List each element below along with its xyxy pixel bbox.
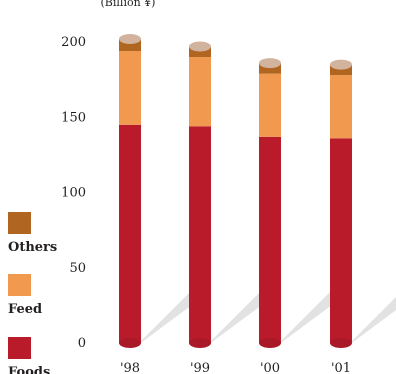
y-tick-label: 150 bbox=[61, 110, 86, 125]
x-tick-label: '98 bbox=[120, 361, 140, 374]
legend-swatch-feed bbox=[8, 274, 31, 296]
x-tick-label: '99 bbox=[190, 361, 210, 374]
y-tick-label: 100 bbox=[61, 186, 86, 201]
bar-00 bbox=[259, 58, 281, 348]
legend-swatch-foods bbox=[8, 337, 31, 359]
x-tick-label: '01 bbox=[331, 361, 351, 374]
x-axis: '98 '99 '00 '01 bbox=[120, 361, 351, 374]
legend-swatch-others bbox=[8, 212, 31, 234]
x-tick-label: '00 bbox=[260, 361, 280, 374]
y-axis-unit-label: (Billion ¥) bbox=[101, 0, 156, 9]
bar-segment-foods-99 bbox=[189, 126, 211, 343]
bar-segment-feed-98 bbox=[119, 51, 141, 125]
bar-top-cap-00 bbox=[259, 58, 281, 69]
y-axis: 0 50 100 150 200 bbox=[61, 35, 86, 351]
bar-segment-foods-01 bbox=[330, 138, 352, 343]
bar-base-01 bbox=[330, 338, 352, 348]
bar-shadow-01 bbox=[349, 297, 396, 345]
y-tick-label: 50 bbox=[69, 261, 86, 276]
bars bbox=[119, 33, 352, 348]
bar-segment-foods-98 bbox=[119, 124, 141, 344]
bar-top-cap-01 bbox=[330, 59, 352, 70]
bar-shadows bbox=[138, 286, 396, 345]
bar-base-98 bbox=[119, 338, 141, 348]
bar-segment-feed-00 bbox=[259, 73, 281, 137]
bar-segment-feed-01 bbox=[330, 75, 352, 139]
y-tick-label: 200 bbox=[61, 35, 86, 50]
bar-01 bbox=[330, 59, 352, 348]
bar-segment-feed-99 bbox=[189, 57, 211, 127]
bar-segment-others-00 bbox=[259, 63, 281, 74]
bar-shadow-98 bbox=[138, 286, 204, 345]
legend: Others Feed Foods bbox=[8, 212, 57, 374]
legend-label-others: Others bbox=[8, 240, 57, 255]
bar-base-00 bbox=[259, 338, 281, 348]
bar-segment-foods-00 bbox=[259, 136, 281, 343]
bar-segment-others-01 bbox=[330, 64, 352, 76]
bar-top-cap-99 bbox=[189, 41, 211, 52]
legend-label-foods: Foods bbox=[8, 365, 50, 374]
bar-shadow-00 bbox=[278, 286, 344, 345]
bar-98 bbox=[119, 33, 141, 348]
bar-99 bbox=[189, 41, 211, 348]
bar-base-99 bbox=[189, 338, 211, 348]
legend-label-feed: Feed bbox=[8, 302, 42, 317]
y-tick-label: 0 bbox=[78, 336, 86, 351]
bar-segment-others-99 bbox=[189, 46, 211, 58]
bar-top-cap-98 bbox=[119, 33, 141, 44]
bar-shadow-99 bbox=[208, 286, 274, 345]
